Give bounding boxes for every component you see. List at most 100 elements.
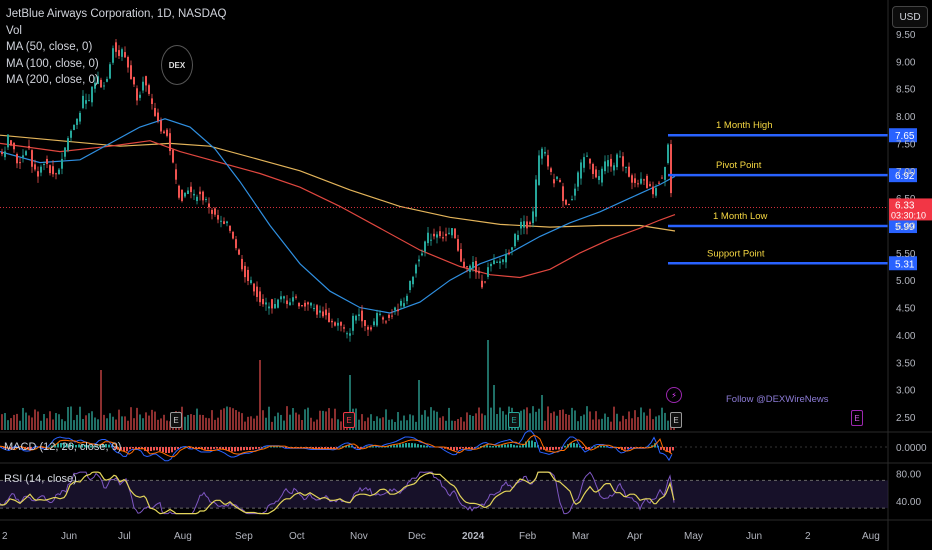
macd-histogram-bar bbox=[276, 446, 278, 448]
volume-bar bbox=[28, 415, 30, 430]
candle-body bbox=[658, 182, 660, 184]
macd-histogram-bar bbox=[531, 440, 533, 448]
candle-body bbox=[112, 48, 114, 63]
candle-body bbox=[424, 241, 426, 252]
candle-body bbox=[571, 199, 573, 201]
candle-body bbox=[238, 249, 240, 255]
candle-body bbox=[652, 186, 654, 195]
volume-bar bbox=[487, 340, 489, 430]
candle-body bbox=[475, 260, 477, 273]
earnings-e-icon[interactable]: E bbox=[170, 412, 182, 428]
volume-bar bbox=[25, 412, 27, 430]
macd-histogram-bar bbox=[87, 445, 89, 448]
level-label: 1 Month Low bbox=[713, 211, 768, 222]
macd-histogram-bar bbox=[279, 446, 281, 448]
macd-histogram-bar bbox=[426, 445, 428, 448]
volume-bar bbox=[256, 415, 258, 430]
earnings-e-icon[interactable]: E bbox=[670, 412, 682, 428]
volume-bar bbox=[115, 419, 117, 430]
candle-body bbox=[400, 300, 402, 306]
ma100-line bbox=[0, 140, 676, 279]
volume-bar bbox=[529, 413, 531, 430]
candle-body bbox=[199, 191, 201, 195]
macd-histogram-bar bbox=[147, 447, 149, 452]
candle-body bbox=[34, 164, 36, 170]
lightning-bolt-icon[interactable]: ⚡ bbox=[666, 387, 682, 403]
volume-bar bbox=[67, 406, 69, 430]
price-tick-label: 2.50 bbox=[896, 413, 916, 424]
candle-body bbox=[454, 228, 456, 239]
volume-bar bbox=[502, 411, 504, 430]
volume-bar bbox=[40, 420, 42, 430]
earnings-e-icon[interactable]: E bbox=[343, 412, 355, 428]
macd-histogram-bar bbox=[27, 447, 29, 450]
macd-histogram-bar bbox=[378, 446, 380, 448]
candle-body bbox=[490, 263, 492, 267]
volume-bar bbox=[331, 418, 333, 430]
level-tag bbox=[889, 256, 917, 271]
price-tick-label: 5.00 bbox=[896, 276, 916, 287]
macd-histogram-bar bbox=[588, 447, 590, 449]
candle-body bbox=[124, 52, 126, 58]
volume-bar bbox=[571, 407, 573, 430]
candle-body bbox=[562, 186, 564, 202]
volume-bar bbox=[496, 414, 498, 430]
time-tick-label: 2024 bbox=[462, 531, 485, 542]
candle-body bbox=[661, 177, 663, 179]
price-tick-label: 3.00 bbox=[896, 386, 916, 397]
currency-button[interactable]: USD bbox=[892, 6, 928, 28]
macd-histogram-bar bbox=[189, 447, 191, 449]
time-tick-label: Jun bbox=[61, 531, 77, 542]
macd-histogram-bar bbox=[120, 447, 122, 450]
candle-body bbox=[616, 154, 618, 168]
macd-histogram-bar bbox=[477, 446, 479, 448]
volume-bar bbox=[310, 417, 312, 430]
candle-body bbox=[505, 254, 507, 263]
candle-body bbox=[649, 184, 651, 187]
macd-histogram-bar bbox=[408, 443, 410, 448]
macd-histogram-bar bbox=[96, 445, 98, 448]
earnings-e-icon[interactable]: E bbox=[851, 410, 863, 426]
macd-histogram-bar bbox=[207, 447, 209, 450]
macd-histogram-bar bbox=[594, 446, 596, 448]
price-tick-label: 5.50 bbox=[896, 249, 916, 260]
candle-body bbox=[67, 138, 69, 151]
volume-bar bbox=[445, 420, 447, 430]
volume-bar bbox=[298, 414, 300, 430]
volume-bar bbox=[154, 411, 156, 430]
volume-bar bbox=[196, 408, 198, 430]
candle-body bbox=[610, 158, 612, 167]
candle-body bbox=[133, 77, 135, 85]
candle-body bbox=[433, 233, 435, 237]
volume-bar bbox=[265, 417, 267, 430]
candle-body bbox=[334, 322, 336, 326]
volume-bar bbox=[397, 412, 399, 430]
volume-bar bbox=[304, 409, 306, 430]
candle-body bbox=[253, 283, 255, 292]
macd-histogram-bar bbox=[168, 447, 170, 453]
macd-histogram-bar bbox=[42, 447, 44, 449]
volume-bar bbox=[337, 419, 339, 430]
volume-bar bbox=[118, 409, 120, 430]
candle-body bbox=[355, 315, 357, 321]
candle-body bbox=[325, 309, 327, 316]
volume-bar bbox=[4, 413, 6, 430]
earnings-e-icon[interactable]: E bbox=[508, 412, 520, 428]
candle-body bbox=[379, 313, 381, 315]
volume-bar bbox=[100, 370, 102, 430]
rsi-tick-label: 80.00 bbox=[896, 469, 921, 480]
price-tick-label: 9.00 bbox=[896, 57, 916, 68]
chart-legend: JetBlue Airways Corporation, 1D, NASDAQ … bbox=[6, 6, 227, 89]
candle-body bbox=[502, 259, 504, 262]
time-tick-label: Oct bbox=[289, 531, 305, 542]
volume-bar bbox=[85, 415, 87, 430]
level-label: Pivot Point bbox=[716, 160, 762, 171]
level-tag bbox=[889, 128, 917, 143]
candle-body bbox=[232, 231, 234, 239]
level-tag-value: 7.65 bbox=[895, 131, 915, 142]
macd-histogram-bar bbox=[519, 445, 521, 448]
candle-body bbox=[277, 299, 279, 308]
macd-histogram-bar bbox=[387, 445, 389, 448]
macd-histogram-bar bbox=[492, 446, 494, 448]
candle-body bbox=[664, 166, 666, 180]
